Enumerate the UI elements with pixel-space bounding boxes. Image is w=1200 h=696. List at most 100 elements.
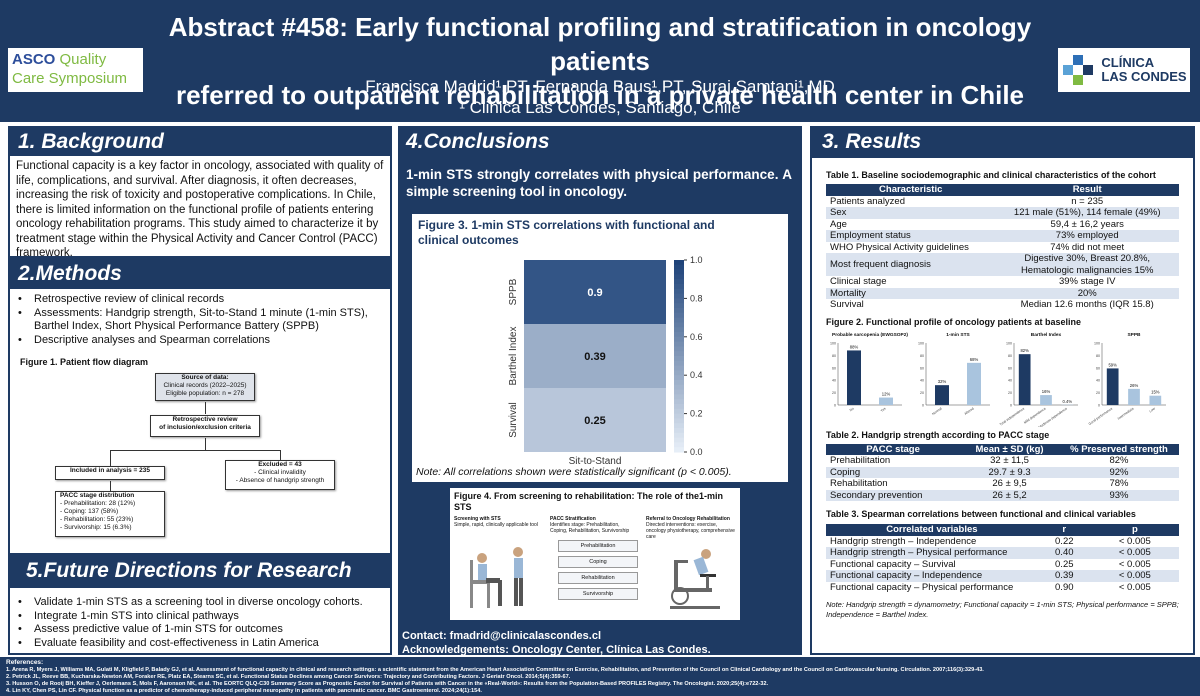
- table-cell: Prehabilitation: [830, 455, 891, 466]
- fig2-y-tick: 20: [832, 391, 836, 395]
- asco-logo-symposium: Care Symposium: [12, 70, 128, 87]
- figure3-panel: Figure 3. 1-min STS correlations with fu…: [412, 214, 788, 482]
- methods-item: Retrospective review of clinical records: [10, 293, 390, 307]
- colorbar-segment: [674, 413, 684, 419]
- table-cell: Employment status: [826, 230, 996, 242]
- fig2-y-tick: 40: [920, 378, 924, 382]
- colorbar-segment: [674, 423, 684, 429]
- heatmap-row-label: SPPB: [508, 278, 519, 305]
- table-cell: 20%: [995, 287, 1179, 299]
- figure3-caption: Figure 3. 1-min STS correlations with fu…: [418, 218, 715, 247]
- fig2-bar: [1040, 394, 1052, 405]
- figure4-caption: Figure 4. From screening to rehabilitati…: [454, 491, 724, 512]
- fig2-y-tick: 80: [920, 353, 924, 357]
- sit-to-stand-illustration: [470, 547, 523, 608]
- flow-included-box: Included in analysis = 235: [55, 466, 165, 480]
- table-row: Prehabilitation 32 ± 11,5 82%: [826, 455, 1179, 467]
- fig2-bar-label: 68%: [970, 356, 979, 361]
- table-row: Most frequent diagnosis Digestive 30%, Br…: [826, 253, 1179, 276]
- methods-item: Descriptive analyses and Spearman correl…: [10, 334, 390, 348]
- table-cell: Coping: [826, 466, 961, 478]
- flow-review-box: Retrospective review of inclusion/exclus…: [150, 415, 260, 437]
- fig2-bar-label: 16%: [1042, 389, 1051, 394]
- table-row: Patients analyzed n = 235: [826, 196, 1179, 208]
- acknowledgements: Acknowledgements: Oncology Center, Clíni…: [402, 644, 711, 656]
- table-cell: 59,4 ± 16,2 years: [1050, 218, 1124, 230]
- figure3-note: Note: All correlations shown were statis…: [416, 466, 732, 478]
- fig2-bar: [1106, 367, 1119, 405]
- table-cell: Survival: [830, 299, 864, 310]
- results-heading: 3. Results: [822, 130, 922, 153]
- table-cell: 78%: [1109, 478, 1129, 489]
- table-row: WHO Physical Activity guidelines 74% did …: [826, 242, 1179, 254]
- table1-header: Result: [995, 184, 1179, 196]
- colorbar-segment: [674, 346, 684, 352]
- colorbar-tick-label: 0.2: [690, 409, 703, 419]
- methods-panel: Retrospective review of clinical records…: [10, 289, 390, 553]
- colorbar-segment: [674, 399, 684, 405]
- colorbar-segment: [674, 264, 684, 271]
- exercise-bike-illustration: [670, 549, 720, 609]
- fig2-y-tick: 0: [1010, 403, 1012, 407]
- references-list: 1. Arena R, Myers J, Williams MA, Gulati…: [6, 667, 1194, 696]
- fig2-y-tick: 20: [920, 391, 924, 395]
- flow-pacc-item: - Coping: 137 (58%): [60, 508, 119, 515]
- asco-logo: ASCO Quality Care Symposium: [8, 48, 143, 92]
- fig4-step-1: Screening with STS Simple, rapid, clinic…: [454, 516, 542, 528]
- fig2-y-tick: 100: [918, 341, 924, 345]
- colorbar-segment: [674, 317, 684, 323]
- fig2-y-tick: 0: [834, 403, 836, 407]
- authors: Francisca Madrid¹,PT, Fernanda Baus¹,PT,…: [365, 77, 835, 96]
- table-row: Age 59,4 ± 16,2 years: [826, 219, 1179, 231]
- fig4-step-sub: Identifies stage: Prehabilitation, Copin…: [550, 522, 630, 534]
- fig2-panel-title: SPPB: [1127, 332, 1141, 338]
- patient-flow-diagram: Source of data: Clinical records (2022–2…: [10, 371, 390, 551]
- table-cell: Secondary prevention: [826, 489, 961, 501]
- fig2-y-tick: 0: [1098, 403, 1100, 407]
- clinic-logo-line1: CLÍNICA: [1101, 55, 1155, 70]
- flow-pacc-title: PACC stage distribution: [60, 492, 135, 499]
- flow-excluded-title: Excluded = 43: [258, 461, 302, 468]
- table-cell: Most frequent diagnosis: [826, 253, 996, 276]
- colorbar-tick-label: 0.8: [690, 293, 703, 303]
- table-row: Rehabilitation 26 ± 9,5 78%: [826, 478, 1179, 490]
- table-cell: 0.22: [1055, 535, 1074, 547]
- table-row: Coping 29.7 ± 9.3 92%: [826, 466, 1179, 478]
- flow-excluded-box: Excluded = 43 - Clinical invalidity - Ab…: [225, 460, 335, 490]
- future-item: Evaluate feasibility and cost-effectiven…: [10, 637, 390, 651]
- table1: Characteristic Result Patients analyzed n…: [826, 184, 1179, 311]
- table-cell: 92%: [1058, 466, 1179, 478]
- table3-header: r: [1037, 524, 1091, 536]
- colorbar-segment: [674, 384, 684, 391]
- fig2-y-tick: 60: [1096, 366, 1100, 370]
- methods-item: Assessments: Handgrip strength, Sit-to-S…: [10, 307, 390, 334]
- colorbar-segment: [674, 312, 684, 319]
- colorbar-segment: [674, 351, 684, 357]
- table3-body: Handgrip strength – Independence 0.22 < 0.…: [826, 536, 1179, 594]
- fig2-bar-label: 26%: [1130, 382, 1139, 387]
- results-panel: Table 1. Baseline sociodemographic and c…: [812, 158, 1193, 653]
- fig2-category-label: Altered: [963, 406, 974, 416]
- clinic-cross-icon: [1063, 55, 1094, 85]
- contact-block: Contact: fmadrid@clinicalascondes.cl Ack…: [402, 629, 711, 657]
- references-heading: References:: [6, 659, 44, 666]
- references-bar: References: 1. Arena R, Myers J, William…: [0, 657, 1200, 696]
- future-item: Assess predictive value of 1-min STS for…: [10, 623, 390, 637]
- flow-pacc-box: PACC stage distribution - Prehabilitatio…: [55, 491, 165, 537]
- fig2-bar: [847, 349, 861, 405]
- conclusions-heading: 4.Conclusions: [406, 130, 550, 153]
- fig2-y-tick: 60: [832, 366, 836, 370]
- table1-header: Characteristic: [826, 184, 996, 196]
- fig2-bar: [1149, 395, 1162, 405]
- fig4-step-title: Screening with STS: [454, 516, 501, 522]
- colorbar-segment: [674, 442, 684, 448]
- colorbar-segment: [674, 298, 684, 304]
- fig2-panel-title: Barthel Index: [1031, 332, 1062, 338]
- colorbar-segment: [674, 284, 684, 290]
- clinica-las-condes-logo: CLÍNICA LAS CONDES: [1058, 48, 1190, 92]
- colorbar-segment: [674, 293, 684, 299]
- colorbar-segment: [674, 274, 684, 280]
- fig2-bar: [879, 397, 893, 405]
- table-cell: < 0.005: [1118, 558, 1151, 570]
- reference-item: 2. Petrick JL, Reeve BB, Kucharska-Newto…: [6, 673, 571, 680]
